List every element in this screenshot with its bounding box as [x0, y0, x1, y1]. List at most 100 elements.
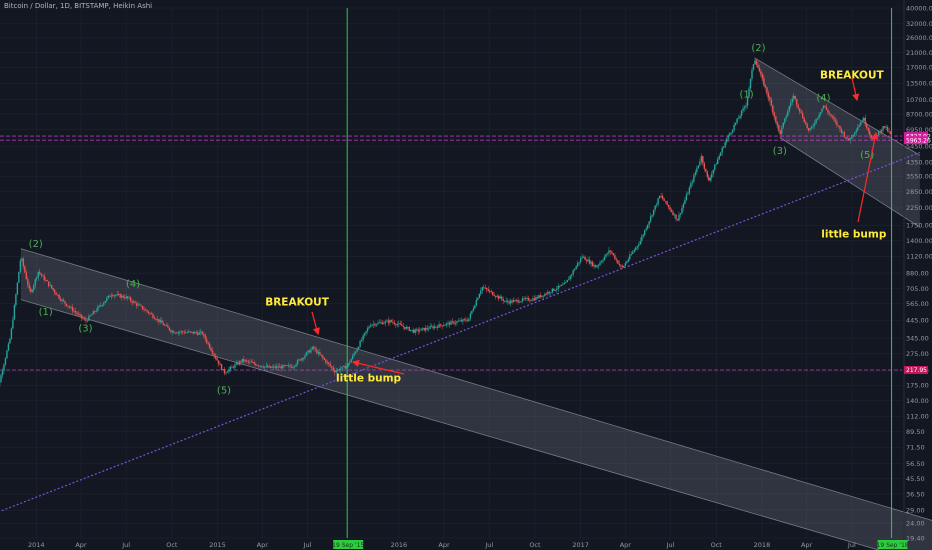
candle-body	[784, 118, 786, 123]
candle-body	[550, 292, 552, 294]
candle-body	[790, 102, 792, 107]
candle-body	[229, 366, 232, 370]
candle-body	[441, 325, 443, 327]
candle-body	[734, 122, 737, 125]
annotation-arrow	[851, 77, 860, 102]
candle-body	[652, 209, 655, 216]
candle-body	[305, 352, 308, 356]
candle-body	[162, 323, 165, 326]
candle-body	[524, 298, 527, 300]
time-axis[interactable]: Oct 2014 Apr Jul Oct 2015 Apr Jul 2016 Apr Jul Oct 2…	[0, 540, 909, 549]
candle-body	[420, 328, 422, 331]
annotation-arrow	[311, 311, 320, 336]
candle-body	[275, 366, 278, 368]
candle-body	[372, 323, 375, 325]
candle-body	[56, 294, 59, 296]
candle-body	[304, 355, 306, 359]
candle-body	[55, 292, 57, 295]
candle-body	[381, 322, 384, 325]
candle-body	[348, 362, 351, 364]
candle-body	[325, 359, 327, 363]
candle-body	[359, 341, 361, 347]
candle-body	[286, 365, 288, 367]
candle-body	[250, 361, 253, 363]
candle-body	[673, 214, 676, 216]
candle-body	[649, 216, 652, 222]
candle-body	[691, 181, 694, 183]
candle-body	[268, 366, 270, 368]
candle-body	[541, 295, 543, 298]
y-tick-label: 705.00	[906, 285, 929, 293]
price-axis[interactable]: 40000.00 32000.00 26000.00 21000.00 17000.00…	[903, 0, 932, 550]
candle-body	[405, 327, 407, 329]
chart-title: Bitcoin / Dollar, 1D, BITSTAMP, Heikin A…	[4, 2, 153, 10]
wave-label: (2)	[29, 239, 43, 250]
candle-body	[395, 324, 397, 326]
y-tick-label: 1750.00	[906, 222, 932, 230]
candle-body	[185, 332, 187, 334]
candle-body	[413, 329, 415, 333]
candle-body	[855, 130, 858, 133]
candle-body	[657, 198, 659, 205]
cycle-lines	[346, 8, 893, 538]
candle-body	[183, 332, 185, 334]
candle-body	[360, 339, 363, 342]
candle-body	[760, 71, 762, 75]
candle-body	[466, 320, 469, 322]
candle-body	[207, 342, 209, 344]
candle-body	[573, 269, 576, 271]
candle-body	[882, 126, 884, 130]
candle-body	[600, 261, 603, 263]
candle-body	[70, 307, 72, 308]
candle-body	[427, 328, 430, 330]
candle-body	[344, 365, 346, 369]
y-tick-label: 71.50	[906, 444, 925, 452]
candle-body	[335, 370, 337, 373]
candle-body	[763, 78, 765, 86]
candle-body	[645, 228, 647, 231]
candle-body	[828, 112, 831, 115]
candle-body	[560, 284, 562, 287]
candle-body	[876, 135, 878, 136]
candle-body	[468, 318, 470, 322]
candle-body	[164, 325, 166, 326]
candle-body	[798, 108, 801, 112]
candle-body	[536, 297, 539, 299]
candle-body	[369, 325, 372, 327]
wave-label: (1)	[739, 90, 753, 101]
candle-body	[88, 315, 90, 321]
candle-body	[110, 295, 112, 297]
candle-body	[724, 142, 726, 148]
candle-body	[296, 360, 299, 365]
candle-body	[506, 300, 509, 302]
candle-body	[351, 355, 354, 360]
candle-body	[414, 329, 416, 333]
candle-body	[311, 346, 314, 350]
candle-body	[19, 260, 22, 272]
candle-body	[793, 95, 795, 99]
candle-body	[292, 367, 294, 368]
candle-body	[742, 108, 744, 111]
date-tag	[333, 540, 364, 549]
candle-body	[757, 64, 759, 68]
candle-body	[871, 138, 874, 140]
y-tick-label: 1120.00	[906, 253, 932, 261]
candle-body	[769, 97, 771, 100]
candle-body	[213, 353, 215, 356]
candle-body	[290, 366, 293, 368]
candle-body	[889, 131, 892, 134]
candle-body	[135, 302, 138, 306]
candle-body	[840, 128, 843, 133]
candle-body	[252, 362, 254, 364]
candle-body	[715, 164, 717, 165]
candle-body	[386, 320, 388, 322]
candle-body	[22, 258, 25, 267]
price-tag-label: 5963.26	[906, 137, 931, 144]
candle-body	[609, 250, 612, 252]
candle-body	[28, 284, 31, 289]
x-tick-label: Apr	[620, 541, 632, 549]
candle-body	[453, 321, 455, 324]
x-tick-label: Jul	[303, 541, 312, 549]
candle-body	[67, 305, 69, 307]
